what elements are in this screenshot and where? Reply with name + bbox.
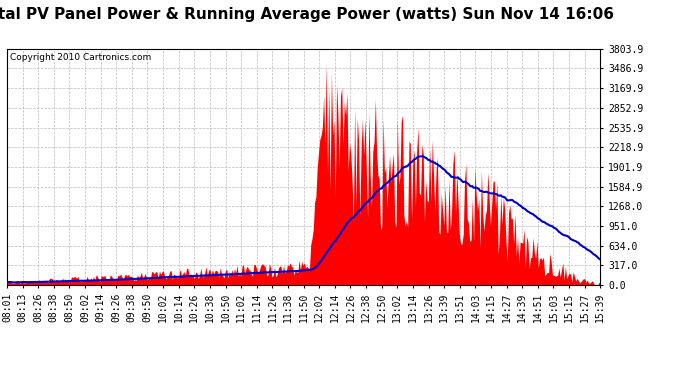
Text: Copyright 2010 Cartronics.com: Copyright 2010 Cartronics.com — [10, 54, 151, 63]
Text: Total PV Panel Power & Running Average Power (watts) Sun Nov 14 16:06: Total PV Panel Power & Running Average P… — [0, 8, 614, 22]
